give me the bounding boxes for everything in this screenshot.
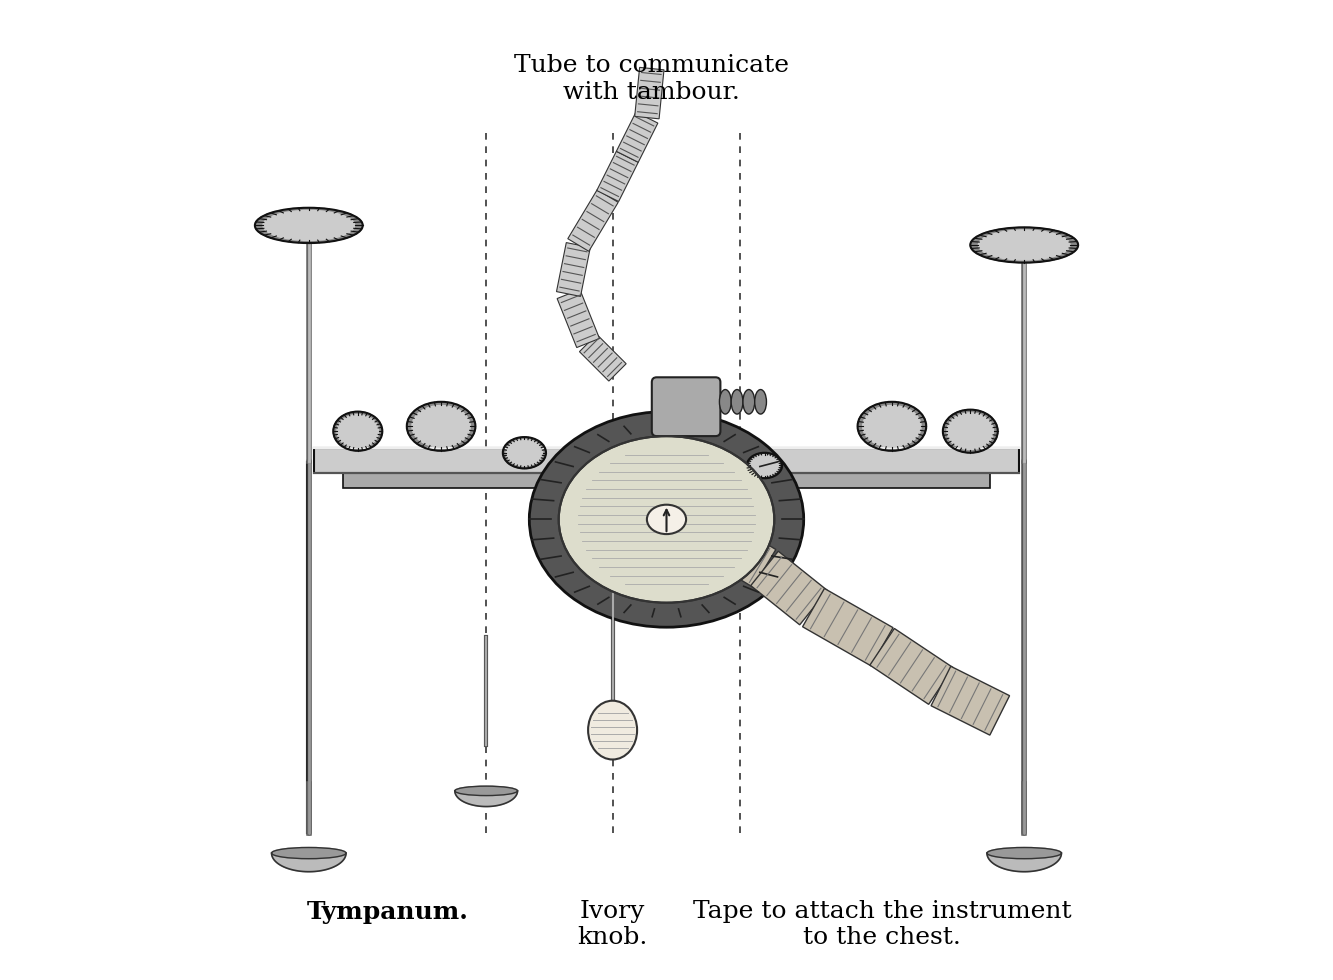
Ellipse shape xyxy=(749,455,780,476)
Ellipse shape xyxy=(588,701,637,760)
Text: Tape to attach the instrument
to the chest.: Tape to attach the instrument to the che… xyxy=(693,900,1072,950)
Bar xyxy=(343,470,990,487)
Ellipse shape xyxy=(647,505,686,534)
Polygon shape xyxy=(597,151,639,202)
Polygon shape xyxy=(455,791,517,807)
Ellipse shape xyxy=(720,390,732,414)
Ellipse shape xyxy=(263,211,355,240)
Ellipse shape xyxy=(455,786,517,796)
Polygon shape xyxy=(557,289,600,348)
Polygon shape xyxy=(930,666,1009,735)
Ellipse shape xyxy=(986,848,1061,858)
Ellipse shape xyxy=(746,453,782,478)
Ellipse shape xyxy=(559,436,774,603)
Ellipse shape xyxy=(503,437,547,468)
Polygon shape xyxy=(616,112,659,163)
Polygon shape xyxy=(272,853,347,871)
Ellipse shape xyxy=(754,390,766,414)
Ellipse shape xyxy=(862,406,921,447)
Ellipse shape xyxy=(970,227,1078,263)
Ellipse shape xyxy=(529,412,804,627)
Ellipse shape xyxy=(742,390,754,414)
Ellipse shape xyxy=(942,410,997,453)
Polygon shape xyxy=(704,520,776,587)
Ellipse shape xyxy=(507,439,543,466)
Text: Tympanum.: Tympanum. xyxy=(307,900,468,923)
Ellipse shape xyxy=(255,208,363,243)
Polygon shape xyxy=(568,190,619,251)
Polygon shape xyxy=(986,853,1061,871)
FancyBboxPatch shape xyxy=(652,377,720,436)
Ellipse shape xyxy=(333,412,383,451)
Polygon shape xyxy=(750,551,828,625)
Ellipse shape xyxy=(978,230,1070,260)
Bar xyxy=(313,448,1020,472)
Ellipse shape xyxy=(946,413,993,450)
Ellipse shape xyxy=(412,406,471,447)
Ellipse shape xyxy=(272,848,347,858)
Text: Ivory
knob.: Ivory knob. xyxy=(577,900,648,950)
Ellipse shape xyxy=(407,402,476,451)
Ellipse shape xyxy=(337,415,379,448)
Polygon shape xyxy=(556,243,591,296)
Ellipse shape xyxy=(732,390,742,414)
Polygon shape xyxy=(580,334,627,381)
Polygon shape xyxy=(635,68,664,119)
Ellipse shape xyxy=(857,402,926,451)
Text: Tube to communicate
with tambour.: Tube to communicate with tambour. xyxy=(515,54,789,104)
Polygon shape xyxy=(870,628,953,705)
Polygon shape xyxy=(802,588,893,666)
